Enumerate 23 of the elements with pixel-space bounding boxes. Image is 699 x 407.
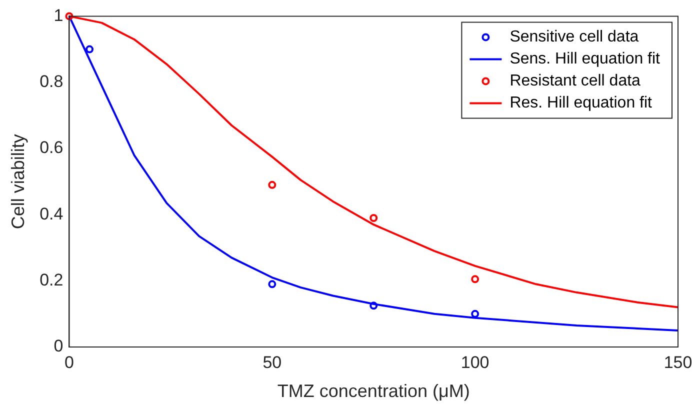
- point: [268, 180, 276, 189]
- y-tick-label: 0: [54, 336, 64, 356]
- x-tick-label: 50: [262, 352, 282, 372]
- x-tick-label: 150: [664, 352, 692, 372]
- point: [65, 12, 74, 20]
- legend-label: Resistant cell data: [510, 72, 641, 90]
- point: [86, 45, 94, 54]
- y-tick-label: 0.4: [40, 204, 64, 224]
- point: [471, 310, 480, 318]
- y-axis-title: Cell viability: [8, 134, 28, 230]
- point: [268, 280, 276, 288]
- legend-label: Sens. Hill equation fit: [510, 50, 661, 68]
- legend-label: Sensitive cell data: [510, 28, 639, 46]
- legend-label: Res. Hill equation fit: [510, 94, 653, 112]
- y-tick-label: 0.6: [40, 138, 64, 158]
- x-tick-label: 100: [460, 352, 490, 372]
- y-tick-label: 0.8: [40, 72, 64, 92]
- x-axis-title: TMZ concentration (μM): [277, 381, 470, 402]
- y-tick-label: 1: [54, 6, 64, 25]
- point: [471, 275, 480, 284]
- point: [370, 214, 378, 222]
- point: [370, 302, 378, 310]
- y-tick-label: 0.2: [40, 270, 64, 290]
